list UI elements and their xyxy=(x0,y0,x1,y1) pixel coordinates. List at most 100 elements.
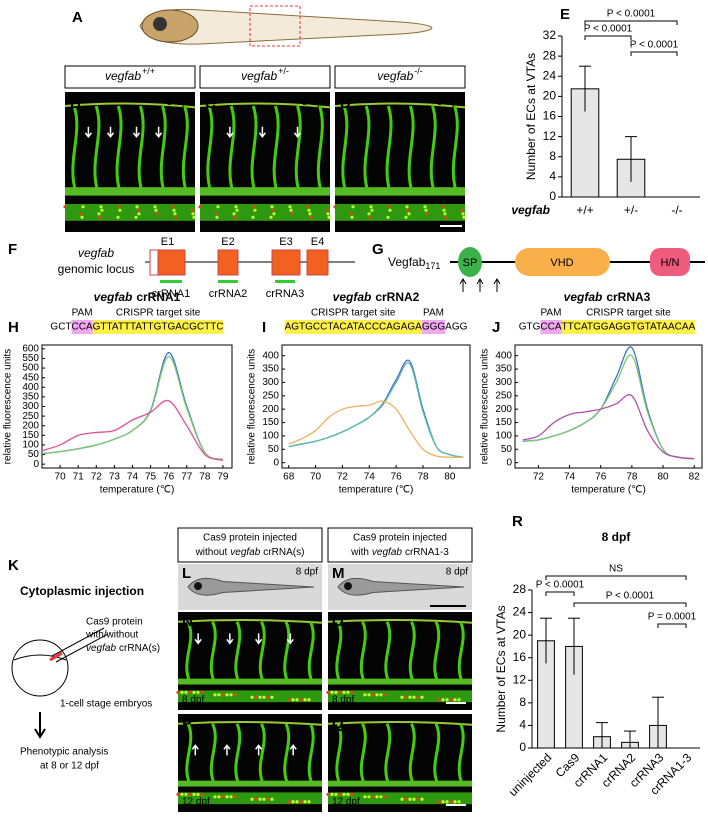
cell xyxy=(254,797,258,801)
sequence-annotation: CRISPR target site xyxy=(311,308,396,319)
cell xyxy=(153,205,157,209)
melt-curve xyxy=(522,394,695,460)
label-part: vegfab xyxy=(105,69,141,83)
cell xyxy=(253,208,257,212)
x-tick-label: 80 xyxy=(657,472,669,483)
cell xyxy=(262,797,266,801)
vessel xyxy=(335,187,465,196)
cell xyxy=(271,208,275,212)
label-part: -/- xyxy=(414,66,423,76)
vessel xyxy=(328,678,472,685)
cell xyxy=(346,690,350,694)
panel-letter: J xyxy=(492,319,500,336)
cell xyxy=(155,212,159,216)
sequence-part: TTCATGGAGGTGTATAACAA xyxy=(562,322,696,333)
cell xyxy=(404,215,408,219)
guide-title: vegfab crRNA1 xyxy=(94,290,181,304)
bracket xyxy=(657,623,687,628)
x-tick-label: 79 xyxy=(217,472,229,483)
cell xyxy=(442,208,446,212)
label-part: vegfab xyxy=(372,547,402,558)
x-tick-label: 77 xyxy=(181,472,193,483)
cell xyxy=(330,792,334,796)
chart-title: 8 dpf xyxy=(602,530,632,544)
cell xyxy=(437,800,441,804)
cell xyxy=(258,797,262,801)
cell xyxy=(288,205,292,209)
pipette xyxy=(51,627,109,663)
sequence-part: GGG xyxy=(422,322,446,333)
y-tick-label: 200 xyxy=(22,420,39,431)
protein-name: Vegfab171 xyxy=(388,255,440,271)
cell xyxy=(379,795,383,799)
y-tick-label: 100 xyxy=(22,440,39,451)
y-tick-label: 200 xyxy=(262,404,279,415)
panel-letter: F xyxy=(8,241,17,258)
stage-label: 8 dpf xyxy=(332,695,354,706)
melt-curve xyxy=(288,359,464,458)
cell xyxy=(116,215,120,219)
highlight xyxy=(71,320,93,334)
head xyxy=(141,9,199,43)
guide-mark xyxy=(160,280,182,283)
cell xyxy=(184,690,188,694)
cell xyxy=(457,800,461,804)
y-tick-label: 28 xyxy=(543,48,557,62)
y-tick-label: 250 xyxy=(22,411,39,422)
cell xyxy=(445,800,449,804)
cell xyxy=(97,212,101,216)
vessel xyxy=(181,105,189,194)
vessel xyxy=(178,690,322,703)
y-tick-label: 250 xyxy=(495,390,512,401)
arrow xyxy=(106,126,115,139)
y-tick-label: 350 xyxy=(22,392,39,403)
cell xyxy=(424,208,428,212)
x-tick-label: 78 xyxy=(626,472,638,483)
condition-label: with vegfab crRNA1-3 xyxy=(350,547,449,558)
vessel xyxy=(384,723,392,786)
x-tick-label: 75 xyxy=(145,472,157,483)
arrow xyxy=(255,744,263,756)
x-tick-label: uninjected xyxy=(506,750,555,799)
y-tick-label: 24 xyxy=(513,605,527,619)
panel-letter: O xyxy=(332,613,344,630)
cell xyxy=(221,693,225,697)
y-tick-label: 350 xyxy=(495,364,512,375)
cell xyxy=(416,797,420,801)
cell xyxy=(180,792,184,796)
vessel xyxy=(433,621,441,684)
cell xyxy=(460,208,464,212)
cell xyxy=(445,698,449,702)
y-tick-label: 0 xyxy=(33,459,39,470)
cell xyxy=(266,797,270,801)
arrow xyxy=(191,744,199,756)
panel-letter: H xyxy=(8,319,19,336)
bracket xyxy=(545,591,575,596)
vessel xyxy=(341,105,349,194)
cell xyxy=(174,215,178,219)
significance-label: P = 0.0001 xyxy=(648,612,697,623)
cell xyxy=(404,695,408,699)
vessel xyxy=(209,723,217,786)
melt-curve xyxy=(41,352,224,460)
gene-label: vegfab xyxy=(78,246,114,260)
vessel xyxy=(408,621,416,684)
eye xyxy=(194,582,202,591)
cell xyxy=(235,208,239,212)
exon xyxy=(217,249,239,276)
cell xyxy=(375,693,379,697)
utr xyxy=(149,249,159,276)
x-tick-label: 78 xyxy=(417,472,429,483)
cell xyxy=(137,212,141,216)
cell xyxy=(225,795,229,799)
stage-label: 8 dpf xyxy=(182,695,204,706)
y-tick-label: 400 xyxy=(22,382,39,393)
significance-label: P < 0.0001 xyxy=(607,9,656,20)
header-box xyxy=(177,527,323,563)
arrow xyxy=(132,126,141,139)
label-part: crRNA(s) xyxy=(119,643,160,654)
x-tick-label: 74 xyxy=(127,472,139,483)
sequence-part: AGG xyxy=(445,322,467,333)
highlight xyxy=(561,320,696,334)
y-tick-label: 0 xyxy=(519,740,526,754)
